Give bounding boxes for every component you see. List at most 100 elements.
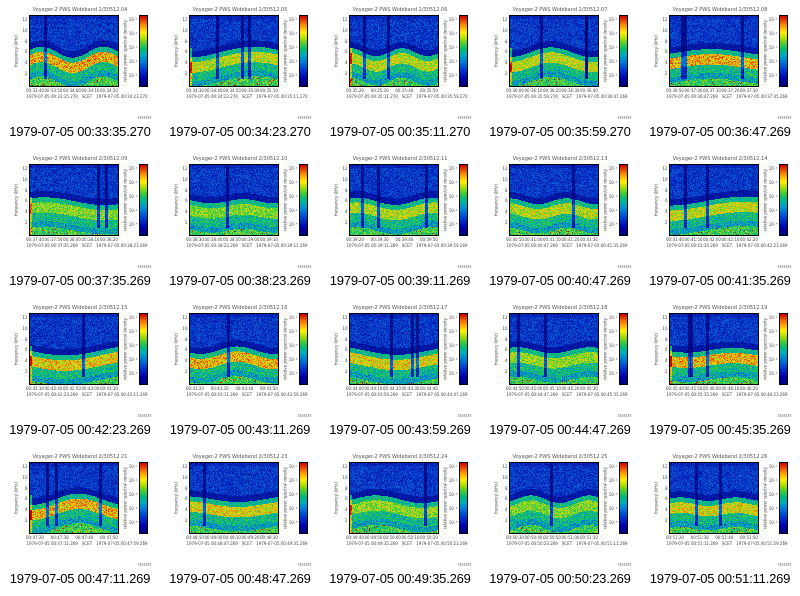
x-axis-ticks: 00:48:50 00:49:00 00:49:10 00:49:20 00:49:30: [186, 535, 278, 540]
spectrogram-thumbnail-cell[interactable]: Voyager-2 PWS Wideband 2/30512.04 freque…: [0, 0, 160, 149]
plot-area: frequency (kHz) 12 10 8 6 4 2 relative p…: [480, 313, 640, 385]
colorbar-gradient: [298, 462, 308, 534]
plot-area: frequency (kHz) 12 10 8 6 4 2 relative p…: [640, 164, 800, 236]
colorbar-group: relative power spectral density 10⁻¹ 10⁻…: [122, 164, 148, 236]
scet-line: 1979-07-05 00:33:35.270 SCET 1979-07-05 …: [14, 94, 160, 99]
x-tick: 00:46:00: [703, 386, 721, 391]
y-tick: 10: [182, 474, 188, 480]
colorbar-label: relative power spectral density: [282, 467, 287, 529]
y-axis-ticks: 12 10 8 6 4 2: [659, 463, 669, 533]
spectrogram-thumbnail-cell[interactable]: Voyager-2 PWS Wideband 2/30512.19 freque…: [640, 298, 800, 447]
plot-area: frequency (kHz) 12 10 8 6 4 2 relative p…: [160, 164, 320, 236]
spectrogram-thumbnail-cell[interactable]: Voyager-2 PWS Wideband 2/30512.25 freque…: [480, 447, 640, 596]
plot-title: Voyager-2 PWS Wideband 2/30512.11: [352, 156, 448, 162]
spectrogram-thumbnail-cell[interactable]: Voyager-2 PWS Wideband 2/30512.17 freque…: [320, 298, 480, 447]
y-tick: 4: [664, 209, 668, 215]
colorbar-tick: 10⁻²: [288, 180, 298, 185]
colorbar-ticks: 10⁻¹ 10⁻² 10⁻³ 10⁻⁴ 10⁻⁵: [128, 165, 139, 235]
processing-stamp: [778, 116, 791, 119]
plot-area: frequency (kHz) 12 10 8 6 4 2 relative p…: [0, 164, 160, 236]
spectrogram-thumbnail-cell[interactable]: Voyager-2 PWS Wideband 2/30512.24 freque…: [320, 447, 480, 596]
x-tick: 00:38:30: [186, 237, 204, 242]
spectrogram-image: [668, 313, 759, 385]
y-tick: 12: [182, 315, 188, 320]
panel-timestamp-label: 1979-07-05 00:41:35.269: [649, 273, 791, 288]
spectrogram-thumbnail-cell[interactable]: Voyager-2 PWS Wideband 2/30512.08 freque…: [640, 0, 800, 149]
colorbar-tick: 10⁻²: [128, 329, 138, 334]
y-tick: 10: [662, 474, 668, 480]
colorbar-tick: 10⁻¹: [448, 166, 458, 171]
y-tick: 2: [24, 368, 28, 374]
colorbar-tick: 10⁻²: [288, 478, 298, 483]
y-axis-ticks: 12 10 8 6 4 2: [339, 165, 349, 235]
x-axis-ticks: 00:40:50 00:41:00 00:41:10 00:41:20 00:41:30: [506, 237, 598, 242]
spectrogram-thumbnail-cell[interactable]: Voyager-2 PWS Wideband 2/30512.23 freque…: [160, 447, 320, 596]
scet-line: 1979-07-05 00:42:23.269 SCET 1979-07-05 …: [14, 392, 160, 397]
colorbar-tick: 10⁻¹: [288, 315, 298, 320]
spectrogram-thumbnail-cell[interactable]: Voyager-2 PWS Wideband 2/30512.16 freque…: [160, 298, 320, 447]
colorbar-tick: 10⁻¹: [288, 464, 298, 469]
x-tick: 00:35:10: [260, 88, 278, 93]
colorbar-tick: 10⁻¹: [608, 166, 618, 171]
colorbar-tick: 10⁻²: [768, 478, 778, 483]
scet-label: SCET: [401, 243, 413, 248]
scet-end: 1979-07-05 00:43:11.269: [96, 392, 148, 397]
spectrogram-thumbnail-cell[interactable]: Voyager-2 PWS Wideband 2/30512.13 freque…: [480, 149, 640, 298]
y-tick: 12: [662, 166, 668, 171]
panel-timestamp-label: 1979-07-05 00:44:47.269: [489, 422, 631, 437]
scet-line: 1979-07-05 00:43:11.269 SCET 1979-07-05 …: [174, 392, 320, 397]
scet-label: SCET: [81, 541, 93, 546]
y-tick: 8: [184, 336, 188, 342]
x-axis-ticks: 00:43:20 00:43:30 00:43:40 00:43:50: [186, 386, 278, 391]
y-tick: 2: [24, 517, 28, 523]
y-tick: 8: [504, 38, 508, 44]
colorbar-tick: 10⁻⁵: [288, 222, 298, 227]
y-tick: 12: [342, 315, 348, 320]
y-tick: 10: [662, 176, 668, 182]
panel-timestamp-label: 1979-07-05 00:36:47.269: [649, 124, 791, 139]
colorbar-label: relative power spectral density: [762, 169, 767, 231]
colorbar-group: relative power spectral density 10⁻¹ 10⁻…: [762, 462, 788, 534]
plot-title: Voyager-2 PWS Wideband 2/30512.07: [512, 7, 608, 13]
spectrogram-image: [188, 313, 279, 385]
x-tick: 00:51:50: [740, 535, 758, 540]
y-tick: 8: [664, 38, 668, 44]
colorbar-tick: 10⁻³: [128, 492, 138, 497]
y-tick: 12: [182, 166, 188, 171]
spectrogram-thumbnail-cell[interactable]: Voyager-2 PWS Wideband 2/30512.26 freque…: [640, 447, 800, 596]
spectrogram-thumbnail-cell[interactable]: Voyager-2 PWS Wideband 2/30512.21 freque…: [0, 447, 160, 596]
y-tick: 12: [502, 166, 508, 171]
x-tick: 00:36:20: [543, 88, 561, 93]
colorbar-label: relative power spectral density: [122, 318, 127, 380]
y-tick: 10: [182, 325, 188, 331]
spectrogram-thumbnail-cell[interactable]: Voyager-2 PWS Wideband 2/30512.09 freque…: [0, 149, 160, 298]
plot-title: Voyager-2 PWS Wideband 2/30512.08: [672, 7, 768, 13]
panel-timestamp-label: 1979-07-05 00:51:11.269: [649, 571, 791, 586]
spectrogram-thumbnail-cell[interactable]: Voyager-2 PWS Wideband 2/30512.05 freque…: [160, 0, 320, 149]
y-axis-label: frequency (kHz): [333, 35, 338, 67]
scet-end: 1979-07-05 00:46:23.269: [736, 392, 788, 397]
y-tick: 4: [664, 60, 668, 66]
colorbar-tick: 10⁻⁴: [768, 506, 778, 511]
y-axis-ticks: 12 10 8 6 4 2: [499, 16, 509, 86]
plot-area: frequency (kHz) 12 10 8 6 4 2 relative p…: [640, 462, 800, 534]
spectrogram-thumbnail-cell[interactable]: Voyager-2 PWS Wideband 2/30512.06 freque…: [320, 0, 480, 149]
spectrogram-image: [508, 462, 599, 534]
spectrogram-thumbnail-cell[interactable]: Voyager-2 PWS Wideband 2/30512.11 freque…: [320, 149, 480, 298]
spectrogram-image: [188, 462, 279, 534]
plot-title: Voyager-2 PWS Wideband 2/30512.15: [32, 305, 128, 311]
colorbar-tick: 10⁻³: [768, 492, 778, 497]
colorbar-gradient: [458, 462, 468, 534]
spectrogram-thumbnail-cell[interactable]: Voyager-2 PWS Wideband 2/30512.10 freque…: [160, 149, 320, 298]
colorbar-tick: 10⁻³: [768, 343, 778, 348]
y-axis-label: frequency (kHz): [493, 184, 498, 216]
x-axis-ticks: 00:38:30 00:38:40 00:38:50 00:39:00 00:39:10: [186, 237, 278, 242]
spectrogram-thumbnail-cell[interactable]: Voyager-2 PWS Wideband 2/30512.14 freque…: [640, 149, 800, 298]
colorbar-tick: 10⁻¹: [768, 17, 778, 22]
scet-line: 1979-07-05 00:37:35.269 SCET 1979-07-05 …: [14, 243, 160, 248]
colorbar-tick: 10⁻³: [608, 343, 618, 348]
spectrogram-thumbnail-cell[interactable]: Voyager-2 PWS Wideband 2/30512.07 freque…: [480, 0, 640, 149]
spectrogram-thumbnail-cell[interactable]: Voyager-2 PWS Wideband 2/30512.15 freque…: [0, 298, 160, 447]
spectrogram-thumbnail-cell[interactable]: Voyager-2 PWS Wideband 2/30512.18 freque…: [480, 298, 640, 447]
